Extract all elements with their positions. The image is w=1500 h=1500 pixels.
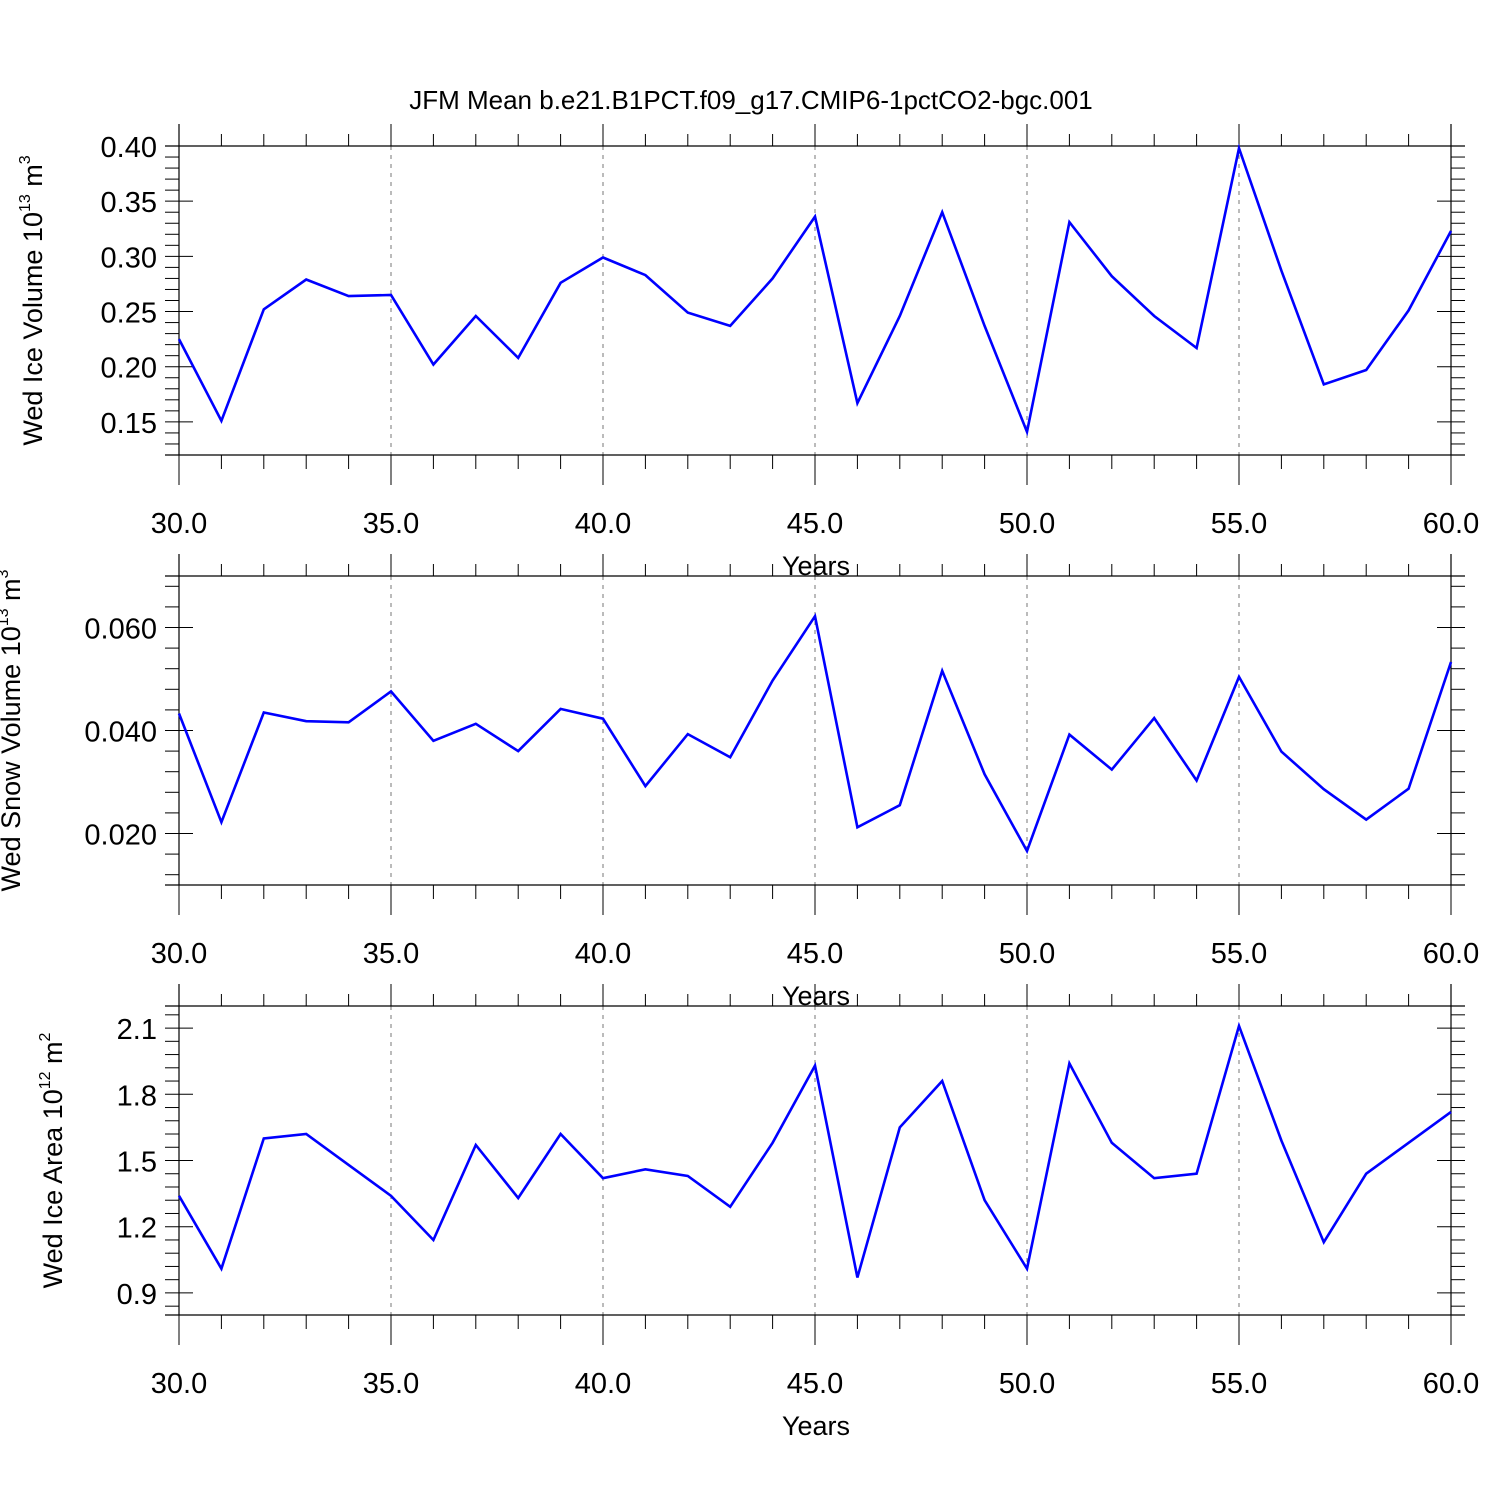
chart-title: JFM Mean b.e21.B1PCT.f09_g17.CMIP6-1pctC…: [409, 85, 1093, 115]
y-tick-label: 1.2: [117, 1213, 157, 1245]
x-tick-label: 35.0: [363, 938, 419, 970]
x-tick-label: 45.0: [787, 1368, 843, 1400]
y-tick-label: 0.020: [84, 820, 157, 852]
x-tick-label: 60.0: [1423, 938, 1479, 970]
x-tick-label: 40.0: [575, 508, 631, 540]
y-tick-label: 1.5: [117, 1147, 157, 1179]
y-axis-label: Wed Ice Area 1012 m2: [37, 1032, 68, 1288]
x-tick-label: 45.0: [787, 938, 843, 970]
x-tick-label: 45.0: [787, 508, 843, 540]
y-tick-label: 0.20: [101, 353, 157, 385]
series-line: [177, 143, 1453, 437]
y-tick-label: 0.25: [101, 298, 157, 330]
x-tick-label: 30.0: [151, 938, 207, 970]
x-tick-label: 55.0: [1211, 1368, 1267, 1400]
x-tick-label: 50.0: [999, 508, 1055, 540]
y-axis-label: Wed Snow Volume 1013 m3: [0, 569, 26, 891]
x-tick-label: 40.0: [575, 938, 631, 970]
x-tick-label: 55.0: [1211, 938, 1267, 970]
x-tick-label: 40.0: [575, 1368, 631, 1400]
panel-1: 30.0 35.0 40.0 45.0 50.0 55.0 60.0 0.15 0.20 0.25…: [17, 124, 1479, 581]
series-line: [177, 612, 1453, 855]
series-line: [177, 1021, 1452, 1278]
y-tick-label: 0.040: [84, 717, 157, 749]
y-tick-label: 0.40: [101, 132, 157, 164]
y-tick-label: 0.15: [101, 408, 157, 440]
x-tick-label: 35.0: [363, 508, 419, 540]
x-tick-label: 30.0: [151, 508, 207, 540]
x-tick-label: 50.0: [999, 938, 1055, 970]
panel-3: 30.0 35.0 40.0 45.0 50.0 55.0 60.0 0.9 1.2 1.5 1.8…: [37, 984, 1479, 1441]
y-tick-label: 0.9: [117, 1279, 157, 1311]
y-tick-label: 0.30: [101, 242, 157, 274]
y-tick-label: 1.8: [117, 1080, 157, 1112]
x-axis-label: Years: [782, 1411, 850, 1441]
y-tick-label: 2.1: [117, 1014, 157, 1046]
x-tick-label: 55.0: [1211, 508, 1267, 540]
x-tick-label: 60.0: [1423, 1368, 1479, 1400]
y-axis-label: Wed Ice Volume 1013 m3: [17, 155, 48, 445]
x-tick-label: 60.0: [1423, 508, 1479, 540]
y-tick-label: 0.060: [84, 614, 157, 646]
x-tick-label: 30.0: [151, 1368, 207, 1400]
y-tick-label: 0.35: [101, 187, 157, 219]
panel-2: 30.0 35.0 40.0 45.0 50.0 55.0 60.0 0.020 0.040 0.…: [0, 554, 1479, 1011]
x-tick-label: 35.0: [363, 1368, 419, 1400]
x-tick-label: 50.0: [999, 1368, 1055, 1400]
